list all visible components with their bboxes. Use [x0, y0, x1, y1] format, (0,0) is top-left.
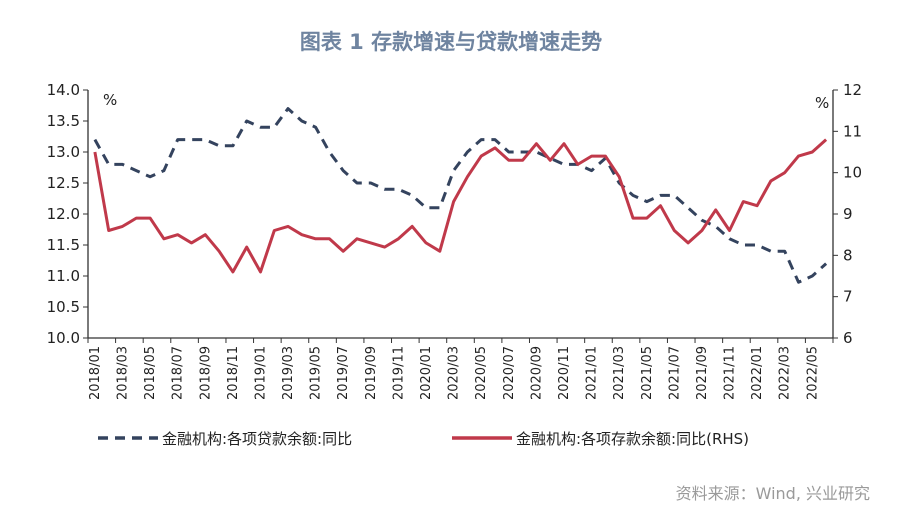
x-tick-label: 2021/11	[723, 346, 738, 400]
left-tick-label: 13.5	[47, 112, 80, 130]
x-tick-label: 2021/01	[585, 346, 600, 400]
right-tick-label: 7	[843, 288, 853, 306]
x-tick-label: 2018/09	[198, 346, 213, 400]
left-tick-label: 14.0	[47, 81, 80, 99]
x-tick-label: 2020/05	[474, 346, 489, 400]
x-tick-label: 2020/01	[419, 346, 434, 400]
x-tick-label: 2018/07	[171, 346, 186, 400]
x-tick-label: 2018/03	[115, 346, 130, 400]
x-tick-label: 2018/01	[88, 346, 103, 400]
left-tick-label: 11.0	[47, 267, 80, 285]
legend-label: 金融机构:各项贷款余额:同比	[162, 430, 352, 448]
x-tick-label: 2019/07	[336, 346, 351, 400]
x-tick-label: 2019/03	[281, 346, 296, 400]
left-tick-label: 11.5	[47, 236, 80, 254]
x-tick-label: 2021/09	[695, 346, 710, 400]
source-note: 资料来源：Wind, 兴业研究	[675, 484, 870, 503]
x-tick-label: 2019/09	[364, 346, 379, 400]
x-tick-label: 2019/05	[309, 346, 324, 400]
x-tick-label: 2020/07	[502, 346, 517, 400]
left-tick-label: 10.5	[47, 298, 80, 316]
x-tick-label: 2018/11	[226, 346, 241, 400]
x-tick-label: 2021/07	[667, 346, 682, 400]
x-tick-label: 2022/03	[778, 346, 793, 400]
right-tick-label: 12	[843, 81, 862, 99]
left-tick-label: 13.0	[47, 143, 80, 161]
deposit-growth-line	[93, 138, 828, 274]
x-tick-label: 2018/05	[143, 346, 158, 400]
left-tick-label: 12.0	[47, 205, 80, 223]
x-tick-label: 2022/05	[805, 346, 820, 400]
legend-label: 金融机构:各项存款余额:同比(RHS)	[516, 430, 749, 448]
right-tick-label: 11	[843, 122, 862, 140]
left-tick-label: 10.0	[47, 329, 80, 347]
x-tick-label: 2021/03	[612, 346, 627, 400]
right-tick-label: 6	[843, 329, 853, 347]
right-tick-label: 8	[843, 246, 853, 264]
x-tick-label: 2020/09	[529, 346, 544, 400]
x-tick-label: 2020/03	[447, 346, 462, 400]
x-tick-label: 2021/05	[640, 346, 655, 400]
x-tick-label: 2019/11	[391, 346, 406, 400]
x-tick-label: 2019/01	[253, 346, 268, 400]
chart-title: 图表 1 存款增速与贷款增速走势	[299, 30, 603, 54]
loan-growth-line	[93, 107, 828, 284]
x-tick-label: 2020/11	[557, 346, 572, 400]
right-unit-label: %	[815, 94, 829, 112]
x-tick-label: 2022/01	[750, 346, 765, 400]
left-unit-label: %	[103, 91, 117, 109]
right-tick-label: 10	[843, 164, 862, 182]
right-tick-label: 9	[843, 205, 853, 223]
left-tick-label: 12.5	[47, 174, 80, 192]
